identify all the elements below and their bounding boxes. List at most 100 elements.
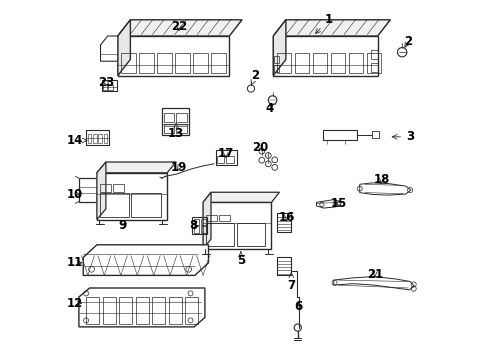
Polygon shape xyxy=(83,245,208,275)
Text: 12: 12 xyxy=(66,297,82,310)
Text: 10: 10 xyxy=(66,188,82,201)
Bar xyxy=(211,53,226,73)
Bar xyxy=(102,80,117,91)
Bar xyxy=(119,297,132,324)
Bar xyxy=(100,193,129,217)
Polygon shape xyxy=(118,20,242,36)
Text: 2: 2 xyxy=(250,69,259,85)
Bar xyxy=(102,297,115,324)
Text: 20: 20 xyxy=(252,141,268,154)
Polygon shape xyxy=(273,20,285,76)
Bar xyxy=(131,193,160,217)
Bar xyxy=(97,173,167,220)
Bar xyxy=(193,226,199,233)
Text: 17: 17 xyxy=(217,147,233,159)
Bar xyxy=(100,184,110,192)
Text: 5: 5 xyxy=(236,252,244,267)
Text: 2: 2 xyxy=(404,35,411,48)
Bar xyxy=(370,63,377,72)
Bar xyxy=(136,297,148,324)
Bar xyxy=(205,215,216,221)
Bar xyxy=(86,297,99,324)
Bar xyxy=(185,297,198,324)
Bar xyxy=(274,56,279,63)
Bar xyxy=(236,223,264,246)
Polygon shape xyxy=(203,192,211,249)
Text: 13: 13 xyxy=(168,123,184,140)
Text: 22: 22 xyxy=(170,21,187,33)
Bar xyxy=(168,297,182,324)
Bar xyxy=(200,219,205,225)
Polygon shape xyxy=(79,288,204,327)
Bar xyxy=(163,113,174,122)
Bar xyxy=(348,53,363,73)
Bar xyxy=(205,223,234,246)
Polygon shape xyxy=(316,200,341,208)
Bar xyxy=(113,184,123,192)
Bar xyxy=(86,130,109,145)
Bar xyxy=(152,297,165,324)
Bar xyxy=(276,53,291,73)
Bar xyxy=(200,226,205,233)
Bar xyxy=(312,53,326,73)
Text: 4: 4 xyxy=(265,102,273,114)
Bar xyxy=(176,124,186,133)
Bar xyxy=(93,134,96,143)
Bar xyxy=(226,156,233,163)
Bar xyxy=(103,134,107,143)
Bar xyxy=(217,156,224,163)
Bar xyxy=(193,219,199,225)
Text: 1: 1 xyxy=(315,13,332,33)
Polygon shape xyxy=(97,162,176,173)
Polygon shape xyxy=(273,20,389,36)
Bar xyxy=(192,217,206,234)
Text: 15: 15 xyxy=(330,197,346,210)
Bar xyxy=(79,178,97,202)
Bar xyxy=(330,53,345,73)
Bar xyxy=(371,131,378,138)
Bar xyxy=(219,215,230,221)
Bar xyxy=(162,108,188,135)
Text: 9: 9 xyxy=(119,219,127,232)
Text: 7: 7 xyxy=(286,273,295,292)
Text: 16: 16 xyxy=(278,211,295,224)
Bar xyxy=(294,53,309,73)
Bar xyxy=(322,130,356,140)
Polygon shape xyxy=(97,162,106,220)
Text: 18: 18 xyxy=(373,173,389,186)
Bar xyxy=(370,50,377,59)
Bar xyxy=(103,85,107,90)
Polygon shape xyxy=(101,36,118,61)
Bar xyxy=(163,124,174,133)
Bar xyxy=(176,113,186,122)
Bar xyxy=(203,202,271,249)
Text: 21: 21 xyxy=(366,268,382,281)
Bar xyxy=(276,213,290,232)
Text: 14: 14 xyxy=(66,134,87,147)
Bar xyxy=(108,85,113,90)
Bar xyxy=(118,36,229,76)
Polygon shape xyxy=(333,276,413,290)
Text: 8: 8 xyxy=(189,219,198,232)
Bar xyxy=(215,150,236,165)
Bar xyxy=(139,53,154,73)
Bar xyxy=(366,53,381,73)
Bar xyxy=(163,124,186,126)
Text: 6: 6 xyxy=(294,300,302,312)
Bar xyxy=(274,65,279,72)
Bar xyxy=(87,134,91,143)
Text: 23: 23 xyxy=(98,76,114,89)
Bar xyxy=(273,36,377,76)
Bar xyxy=(121,53,136,73)
Polygon shape xyxy=(118,20,130,76)
Polygon shape xyxy=(359,183,410,195)
Bar xyxy=(175,53,190,73)
Text: 3: 3 xyxy=(391,130,413,143)
Text: 19: 19 xyxy=(170,161,187,174)
Bar xyxy=(98,134,102,143)
Bar xyxy=(157,53,172,73)
Text: 11: 11 xyxy=(66,256,82,269)
Polygon shape xyxy=(203,192,279,202)
Bar xyxy=(193,53,208,73)
Bar xyxy=(276,257,290,275)
